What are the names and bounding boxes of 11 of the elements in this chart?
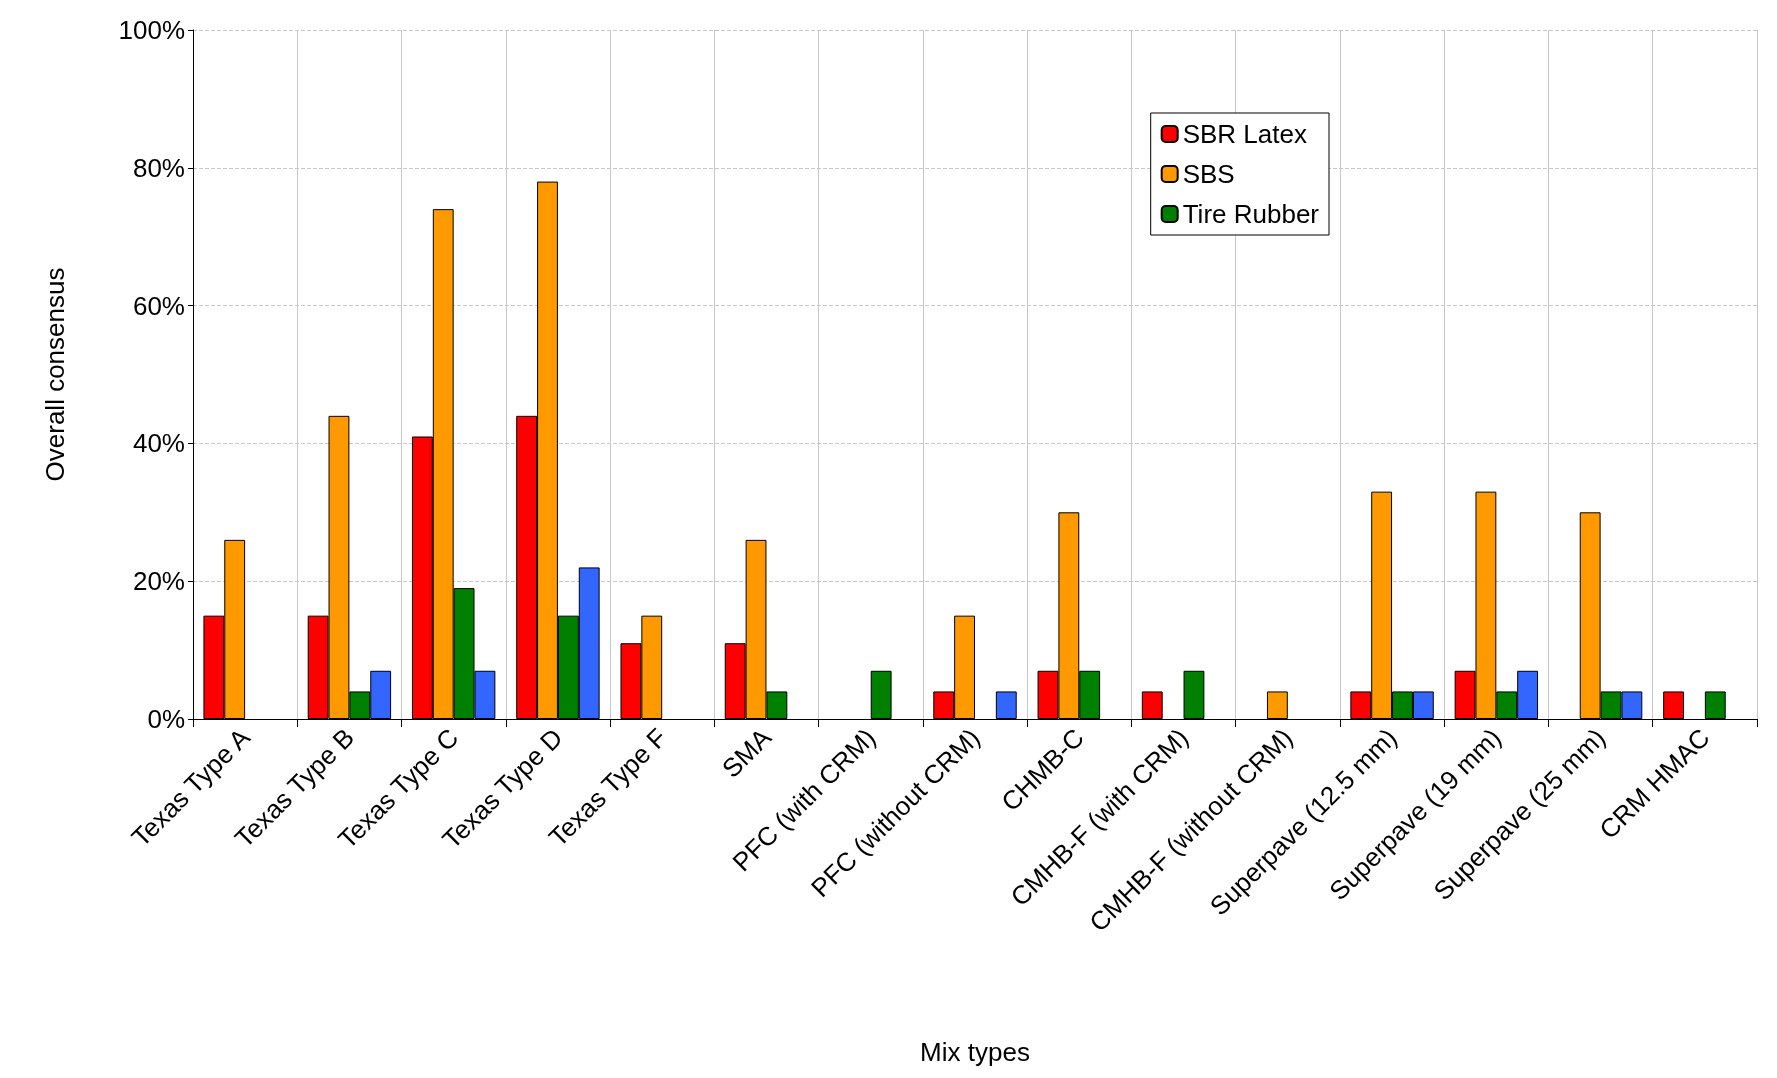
legend-label: SBS bbox=[1182, 159, 1235, 189]
legend-label: SBR Latex bbox=[1182, 119, 1307, 149]
y-tick-label: 60% bbox=[132, 290, 185, 321]
y-tick-label: 0% bbox=[147, 704, 185, 734]
y-tick-label: 20% bbox=[132, 566, 185, 597]
y-axis-title: Overall consensus bbox=[40, 267, 70, 482]
y-tick-label: 40% bbox=[132, 428, 185, 459]
y-tick-label: 80% bbox=[132, 152, 185, 183]
legend-label: Tire Rubber bbox=[1182, 199, 1320, 229]
y-tick-label: 100% bbox=[118, 15, 185, 45]
x-axis-title: Mix types bbox=[920, 1037, 1030, 1067]
